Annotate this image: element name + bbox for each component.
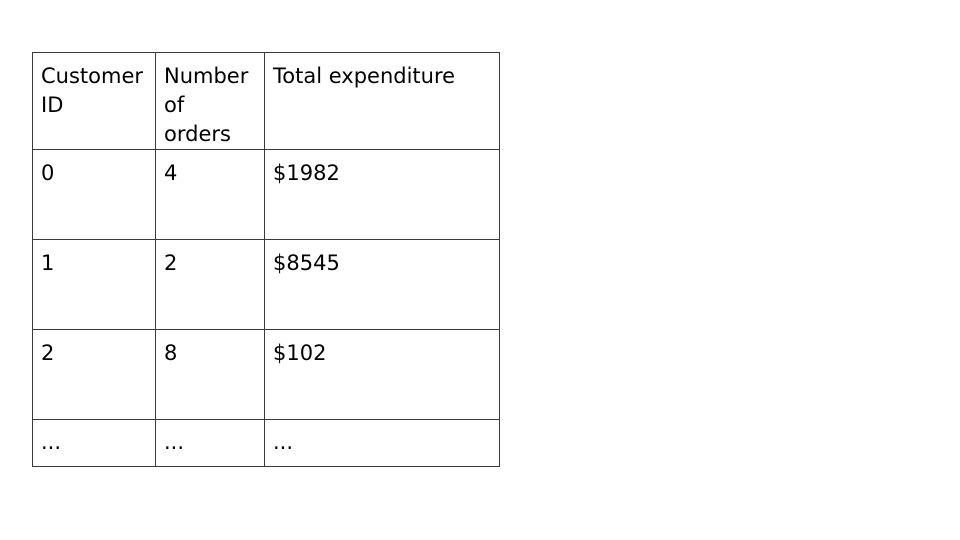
cell-customer-id: 0 [32, 149, 156, 240]
table-row: 2 8 $102 [32, 329, 500, 420]
header-customer-id: Customer ID [32, 52, 156, 150]
cell-customer-id: 2 [32, 329, 156, 420]
cell-total-expenditure: ... [264, 419, 500, 467]
table-header-row: Customer ID Number of orders Total expen… [32, 52, 500, 150]
cell-customer-id: 1 [32, 239, 156, 330]
header-number-of-orders: Number of orders [155, 52, 265, 150]
header-total-expenditure: Total expenditure [264, 52, 500, 150]
table-row: 0 4 $1982 [32, 149, 500, 240]
cell-total-expenditure: $1982 [264, 149, 500, 240]
table-row-ellipsis: ... ... ... [32, 419, 500, 467]
cell-number-of-orders: ... [155, 419, 265, 467]
cell-customer-id: ... [32, 419, 156, 467]
table-row: 1 2 $8545 [32, 239, 500, 330]
cell-total-expenditure: $8545 [264, 239, 500, 330]
customer-orders-table: Customer ID Number of orders Total expen… [32, 52, 500, 467]
cell-number-of-orders: 4 [155, 149, 265, 240]
cell-total-expenditure: $102 [264, 329, 500, 420]
cell-number-of-orders: 8 [155, 329, 265, 420]
cell-number-of-orders: 2 [155, 239, 265, 330]
